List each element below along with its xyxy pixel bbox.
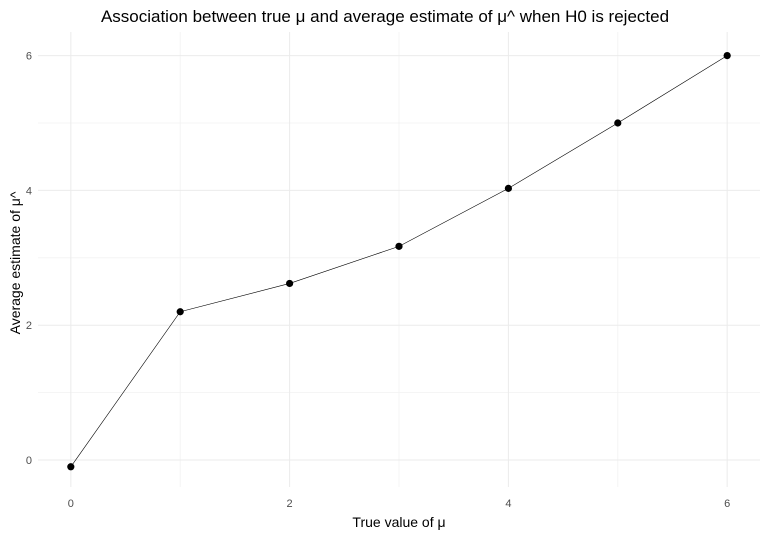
- x-tick-label: 6: [724, 498, 730, 510]
- y-tick-label: 0: [26, 455, 32, 467]
- y-tick-label: 4: [26, 185, 32, 197]
- data-point: [614, 119, 622, 127]
- data-point: [395, 242, 403, 250]
- y-tick-label: 2: [26, 320, 32, 332]
- data-point: [723, 51, 731, 60]
- y-axis-title: Average estimate of μ^: [7, 191, 23, 334]
- y-axis-ticks: 0 2 4 6: [26, 51, 32, 467]
- data-point: [286, 279, 294, 288]
- y-tick-label: 6: [26, 51, 32, 63]
- data-point: [67, 463, 75, 471]
- x-tick-label: 0: [68, 498, 74, 510]
- x-axis-title: True value of μ: [352, 514, 445, 530]
- data-point: [176, 308, 184, 316]
- points-layer: [67, 51, 731, 471]
- grid: [38, 32, 760, 487]
- x-tick-label: 4: [505, 498, 511, 510]
- chart-title: Association between true μ and average e…: [101, 7, 669, 26]
- data-point: [504, 184, 512, 192]
- x-tick-label: 2: [287, 498, 293, 510]
- x-axis-ticks: 0 2 4 6: [68, 498, 730, 510]
